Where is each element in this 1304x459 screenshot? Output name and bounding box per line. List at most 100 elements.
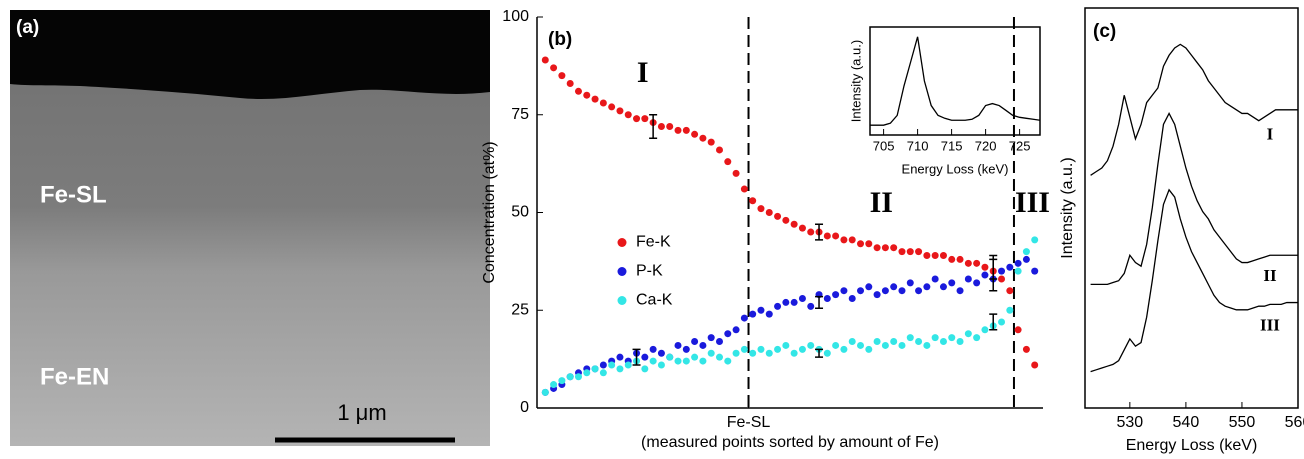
data-point [973,334,981,342]
x-tick-label: 710 [907,138,929,153]
data-point [807,228,815,236]
data-point [973,259,981,267]
data-point [798,295,806,303]
data-point [782,298,790,306]
data-point [956,338,964,346]
data-point [641,115,649,123]
data-point [840,345,848,353]
data-point [939,338,947,346]
data-point [906,334,914,342]
data-point [898,287,906,295]
data-point [550,64,558,72]
data-point [699,134,707,142]
x-axis-label: Energy Loss (keV) [902,161,1009,176]
data-point [873,244,881,252]
data-point [1031,267,1039,275]
curve-label: III [1260,315,1280,334]
data-point [807,341,815,349]
data-point [848,338,856,346]
data-point [757,205,765,213]
region-label: III [1015,186,1050,219]
data-point [724,357,732,365]
data-point [807,302,815,310]
data-point [848,295,856,303]
data-point [649,357,657,365]
data-point [1014,259,1022,267]
data-point [998,318,1006,326]
data-point [931,252,939,260]
x-tick-label: 705 [873,138,895,153]
data-point [898,341,906,349]
data-point [633,115,641,123]
data-point [583,369,591,377]
data-point [948,279,956,287]
data-point [881,244,889,252]
data-point [956,255,964,263]
data-point [732,349,740,357]
scale-bar-label: 1 μm [337,400,386,425]
data-point [981,326,989,334]
data-point [691,130,699,138]
data-point [832,232,840,240]
y-tick-label: 75 [511,106,529,123]
data-point [591,95,599,103]
data-point [599,361,607,369]
data-point [574,87,582,95]
data-point [715,353,723,361]
data-point [599,99,607,107]
data-point [707,349,715,357]
data-point [765,310,773,318]
data-point [790,349,798,357]
error-bar [815,223,824,241]
data-point [906,279,914,287]
data-point [782,341,790,349]
data-point [865,345,873,353]
data-point [774,345,782,353]
data-point [1014,267,1022,275]
data-point [558,377,566,385]
data-point [715,338,723,346]
data-point [998,267,1006,275]
data-point [757,345,765,353]
data-point [583,91,591,99]
image-panel: (a) Fe-SL Fe-EN 1 μm [10,10,490,446]
data-point [865,240,873,248]
data-point [657,361,665,369]
data-point [981,263,989,271]
data-point [765,349,773,357]
data-point [732,326,740,334]
data-point [848,236,856,244]
region-label: Fe-EN [40,363,109,390]
data-point [948,334,956,342]
data-point [964,330,972,338]
data-point [840,287,848,295]
data-point [998,275,1006,283]
data-point [591,365,599,373]
data-point [699,341,707,349]
data-point [715,146,723,154]
y-tick-label: 25 [511,301,529,318]
region-label: I [637,56,649,89]
data-point [1006,263,1014,271]
x-tick-label: 725 [1009,138,1031,153]
data-point [923,341,931,349]
y-tick-label: 50 [511,204,529,221]
data-point [624,361,632,369]
data-point [915,338,923,346]
data-point [649,345,657,353]
data-point [1022,255,1030,263]
data-point [707,138,715,146]
data-point [541,388,549,396]
spectrum-line [870,36,1041,126]
data-point [666,122,674,130]
spectrum-line [1090,188,1298,373]
data-point [939,283,947,291]
data-point [964,275,972,283]
data-point [657,122,665,130]
panel-label: (c) [1093,21,1116,42]
data-point [749,197,757,205]
data-point [823,232,831,240]
curve-label: II [1263,266,1277,285]
data-point [749,310,757,318]
